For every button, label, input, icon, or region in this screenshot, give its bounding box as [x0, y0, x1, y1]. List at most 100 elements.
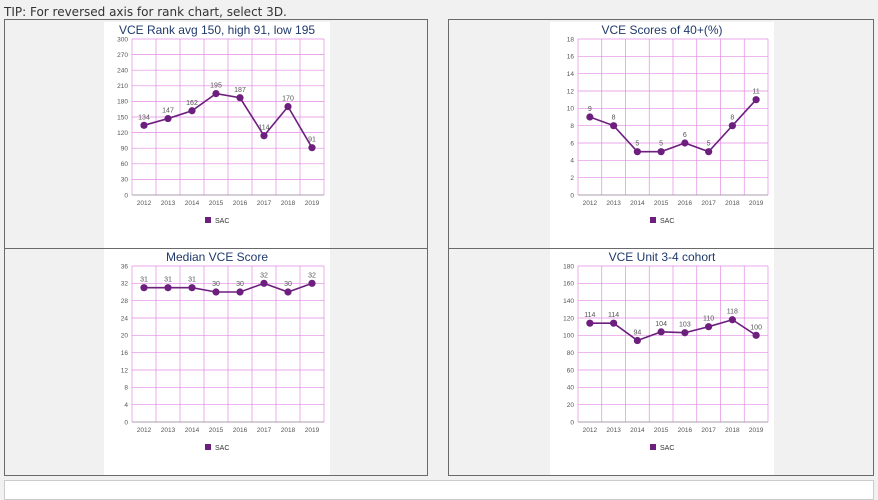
scores-40-chart: VCE Scores of 40+(%) 0 2 4 6 8 10 12 14 16 18 2012 2…: [567, 23, 769, 225]
data-point[interactable]: [752, 96, 760, 104]
data-point[interactable]: [140, 121, 148, 129]
chart-legend: SAC: [650, 444, 674, 452]
data-label: 134: [138, 114, 150, 121]
x-tick-label: 2013: [606, 427, 621, 434]
data-label: 6: [683, 132, 687, 139]
data-label: 103: [679, 322, 691, 329]
data-point[interactable]: [705, 148, 713, 156]
y-tick-label: 40: [567, 385, 575, 392]
series-line: [589, 99, 757, 153]
chart-card-median: Median VCE Score 0 4 8 12 16 20 24 28 32 36 2012 201…: [104, 249, 330, 475]
data-point[interactable]: [284, 288, 292, 296]
y-tick-label: 210: [117, 83, 128, 90]
y-tick-label: 100: [563, 333, 574, 340]
data-point[interactable]: [308, 144, 316, 152]
x-tick-label: 2013: [161, 200, 176, 207]
data-point[interactable]: [164, 284, 172, 292]
footer-bar: [4, 480, 874, 500]
data-point[interactable]: [212, 90, 220, 98]
y-tick-label: 30: [121, 177, 129, 184]
y-tick-label: 180: [563, 263, 574, 270]
data-point[interactable]: [633, 148, 641, 156]
y-tick-label: 16: [567, 54, 575, 61]
data-point[interactable]: [705, 323, 713, 331]
chart-grid: [577, 265, 769, 423]
data-point[interactable]: [140, 284, 148, 292]
data-label: 5: [659, 141, 663, 148]
data-point[interactable]: [610, 122, 618, 130]
data-point[interactable]: [728, 122, 736, 130]
data-point[interactable]: [188, 107, 196, 115]
x-tick-label: 2018: [281, 427, 296, 434]
x-tick-label: 2016: [678, 427, 693, 434]
data-point[interactable]: [681, 329, 689, 337]
y-tick-label: 140: [563, 298, 574, 305]
x-tick-label: 2019: [749, 200, 764, 207]
chart-title: Median VCE Score: [166, 250, 268, 264]
data-point[interactable]: [681, 139, 689, 147]
chart-title: VCE Scores of 40+(%): [601, 23, 722, 37]
y-tick-label: 270: [117, 52, 128, 59]
y-tick-label: 90: [121, 146, 129, 153]
data-label: 195: [210, 83, 222, 90]
y-tick-label: 300: [117, 36, 128, 43]
data-label: 110: [703, 316, 714, 323]
data-label: 32: [260, 272, 268, 279]
x-tick-label: 2014: [630, 427, 645, 434]
data-point[interactable]: [657, 148, 665, 156]
legend-swatch: [205, 217, 211, 223]
x-tick-label: 2018: [281, 200, 296, 207]
data-point[interactable]: [308, 279, 316, 287]
data-point[interactable]: [260, 279, 268, 287]
x-tick-label: 2012: [583, 427, 598, 434]
data-point[interactable]: [236, 94, 244, 102]
chart-title: VCE Rank avg 150, high 91, low 195: [119, 23, 315, 37]
y-tick-label: 0: [570, 419, 574, 426]
x-tick-label: 2013: [161, 427, 176, 434]
data-label: 11: [752, 89, 759, 96]
tip-text: TIP: For reversed axis for rank chart, s…: [4, 5, 287, 19]
y-tick-label: 14: [567, 71, 575, 78]
x-tick-label: 2016: [233, 427, 248, 434]
data-point[interactable]: [284, 103, 292, 111]
x-tick-label: 2012: [137, 200, 152, 207]
chart-card-scores-40: VCE Scores of 40+(%) 0 2 4 6 8 10 12 14 16 18 2012 2…: [550, 22, 774, 248]
data-point[interactable]: [586, 113, 594, 121]
x-tick-label: 2014: [630, 200, 645, 207]
data-label: 114: [584, 312, 595, 319]
data-point[interactable]: [610, 319, 618, 327]
data-label: 8: [612, 115, 616, 122]
data-point[interactable]: [752, 331, 760, 339]
data-point[interactable]: [657, 328, 665, 336]
series-line: [143, 92, 313, 149]
data-point[interactable]: [633, 336, 641, 345]
y-tick-label: 12: [567, 88, 575, 95]
data-label: 170: [282, 96, 294, 103]
data-label: 8: [730, 115, 734, 122]
y-tick-label: 36: [121, 263, 129, 270]
data-point[interactable]: [728, 316, 736, 324]
data-point[interactable]: [164, 114, 172, 123]
x-tick-label: 2013: [606, 200, 621, 207]
series-line: [589, 318, 757, 342]
y-tick-label: 20: [567, 402, 575, 409]
data-point[interactable]: [188, 284, 196, 292]
data-point[interactable]: [236, 288, 244, 296]
y-tick-label: 150: [117, 114, 128, 121]
data-label: 31: [140, 277, 148, 284]
x-tick-label: 2017: [701, 427, 716, 434]
y-tick-label: 120: [117, 130, 128, 137]
data-label: 162: [186, 100, 198, 107]
chart-card-rank: VCE Rank avg 150, high 91, low 195 0 30 60 9…: [104, 22, 330, 248]
x-tick-label: 2019: [305, 427, 320, 434]
y-tick-label: 0: [124, 419, 128, 426]
chart-legend: SAC: [205, 444, 229, 452]
data-label: 31: [188, 277, 196, 284]
y-tick-label: 28: [121, 298, 129, 305]
data-point[interactable]: [586, 319, 594, 327]
data-point[interactable]: [260, 132, 268, 140]
x-tick-label: 2012: [583, 200, 598, 207]
data-point[interactable]: [212, 288, 220, 296]
y-tick-label: 60: [121, 161, 129, 168]
x-tick-label: 2016: [233, 200, 248, 207]
